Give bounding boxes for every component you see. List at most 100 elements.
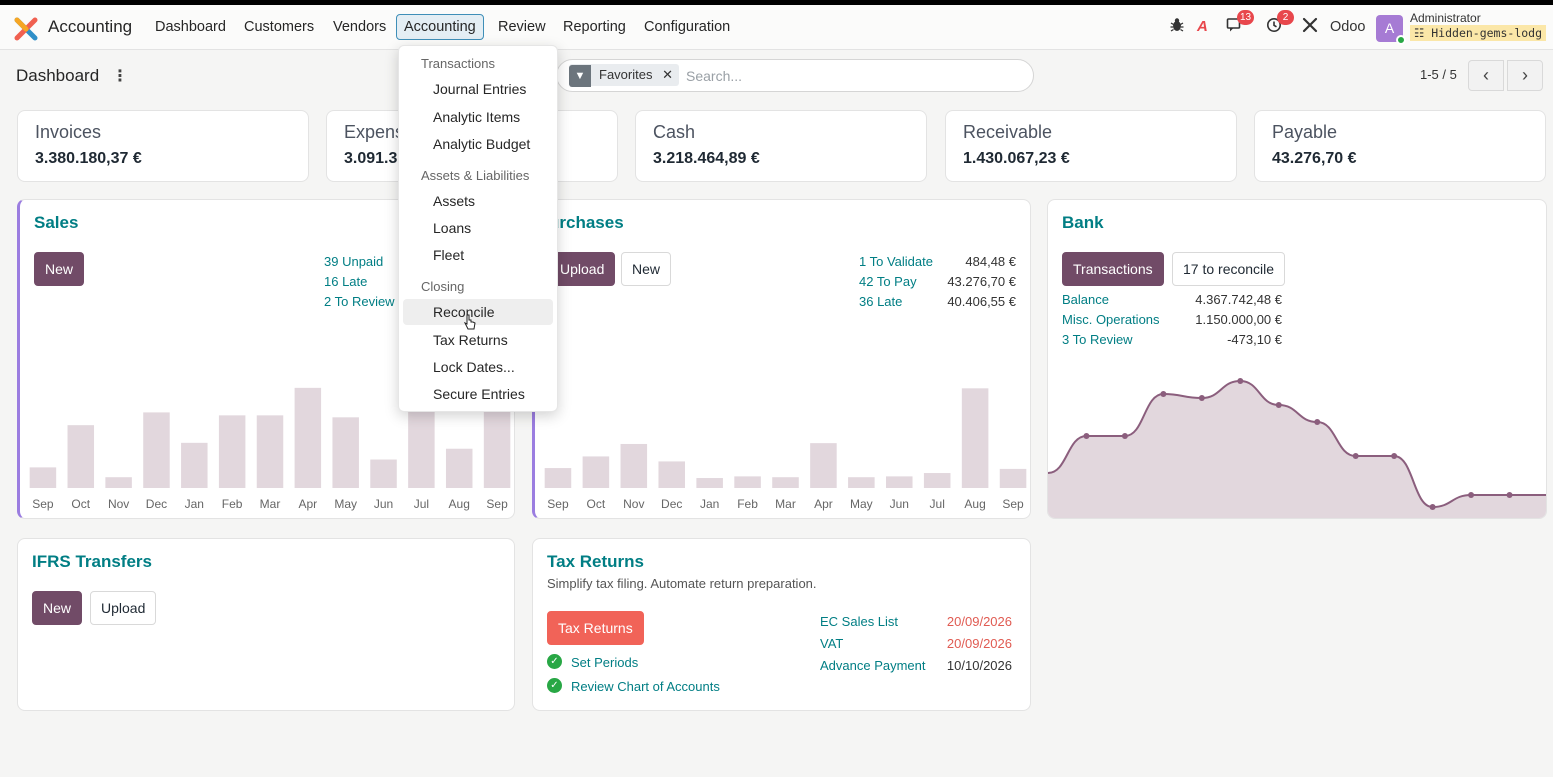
- chart-bar: [923, 473, 951, 488]
- stat-to-review-link[interactable]: 2 To Review: [324, 294, 395, 309]
- x-tick-label: Jan: [185, 497, 204, 511]
- kpi-value: 43.276,70 €: [1272, 150, 1357, 167]
- pager-value[interactable]: 1-5 / 5: [1420, 67, 1457, 82]
- stat-unpaid-link[interactable]: 39 Unpaid: [324, 254, 384, 269]
- nav-configuration[interactable]: Configuration: [644, 19, 731, 35]
- stat-late-link[interactable]: 36 Late: [859, 294, 903, 309]
- nav-dashboard[interactable]: Dashboard: [155, 19, 226, 35]
- card-title[interactable]: Tax Returns: [547, 552, 644, 571]
- nav-accounting[interactable]: Accounting: [396, 14, 484, 40]
- menu-item-analytic-budget[interactable]: Analytic Budget: [433, 136, 531, 152]
- stat-misc-operations-value: 1.150.000,00 €: [1195, 312, 1282, 327]
- stat-to-validate-link[interactable]: 1 To Validate: [859, 254, 933, 269]
- card-title[interactable]: urchases: [549, 213, 624, 232]
- menu-item-lock-dates[interactable]: Lock Dates...: [433, 359, 515, 375]
- x-tick-label: Dec: [146, 497, 167, 511]
- tax-returns-button[interactable]: Tax Returns: [547, 611, 644, 645]
- x-tick-label: Sep: [1002, 497, 1024, 511]
- card-title[interactable]: Bank: [1062, 213, 1104, 232]
- pager-next-button[interactable]: ›: [1507, 60, 1543, 91]
- activities-clock-icon[interactable]: 2: [1266, 10, 1294, 37]
- tools-icon[interactable]: [1302, 17, 1318, 37]
- purchases-new-button[interactable]: New: [621, 252, 672, 286]
- menu-item-secure-entries[interactable]: Secure Entries: [433, 386, 525, 402]
- purchases-upload-button[interactable]: Upload: [549, 252, 616, 286]
- user-name[interactable]: Administrator: [1410, 11, 1481, 25]
- kebab-menu-icon[interactable]: ⋮: [112, 68, 128, 85]
- chart-point: [1352, 453, 1359, 459]
- stat-to-review-link[interactable]: 3 To Review: [1062, 332, 1133, 347]
- nav-review[interactable]: Review: [498, 19, 546, 35]
- menu-item-analytic-items[interactable]: Analytic Items: [433, 109, 521, 125]
- accounting-dropdown-menu: Transactions Journal Entries Analytic It…: [398, 45, 558, 412]
- ifrs-upload-button[interactable]: Upload: [90, 591, 157, 625]
- stat-balance-link[interactable]: Balance: [1062, 292, 1109, 307]
- x-tick-label: Jun: [890, 497, 909, 511]
- stat-late-link[interactable]: 16 Late: [324, 274, 368, 289]
- stat-misc-operations-link[interactable]: Misc. Operations: [1062, 312, 1160, 327]
- deadline-vat-link[interactable]: VAT: [820, 636, 844, 651]
- chart-bar: [294, 387, 322, 488]
- ifrs-new-button[interactable]: New: [32, 591, 83, 625]
- x-tick-label: Jan: [700, 497, 719, 511]
- favorites-facet[interactable]: ▼ Favorites ✕: [569, 64, 679, 87]
- chart-point: [1468, 492, 1475, 498]
- x-tick-label: Oct: [71, 497, 90, 511]
- company-switcher[interactable]: Odoo: [1330, 19, 1366, 35]
- chart-bar: [999, 468, 1027, 488]
- bank-reconcile-button[interactable]: 17 to reconcile: [1172, 252, 1286, 286]
- online-status-dot: [1396, 35, 1406, 45]
- pager-previous-button[interactable]: ‹: [1468, 60, 1504, 91]
- set-periods-link[interactable]: Set Periods: [571, 655, 639, 670]
- stat-late-value: 40.406,55 €: [947, 294, 1016, 309]
- purchases-bar-chart[interactable]: Sep Oct Nov Dec Jan Feb Mar Apr May Jun Jul Aug Sep: [535, 370, 1031, 519]
- stat-to-review-value: -473,10 €: [1227, 332, 1282, 347]
- menu-item-assets[interactable]: Assets: [433, 193, 476, 209]
- chart-point: [1506, 492, 1513, 498]
- kpi-label: Cash: [653, 122, 696, 142]
- bank-transactions-button[interactable]: Transactions: [1062, 252, 1164, 286]
- x-tick-label: May: [850, 497, 873, 511]
- menu-item-fleet[interactable]: Fleet: [433, 247, 465, 263]
- database-icon: ☷: [1414, 26, 1425, 40]
- kpi-card-payable[interactable]: Payable 43.276,70 €: [1254, 110, 1546, 182]
- app-title[interactable]: Accounting: [48, 17, 133, 36]
- deadline-advance-payment-link[interactable]: Advance Payment: [820, 658, 926, 673]
- kpi-card-receivable[interactable]: Receivable 1.430.067,23 €: [945, 110, 1237, 182]
- menu-item-loans[interactable]: Loans: [433, 220, 472, 236]
- deadline-ec-sales-list-date: 20/09/2026: [946, 614, 1012, 629]
- sales-bar-chart[interactable]: Sep Oct Nov Dec Jan Feb Mar Apr May Jun Jul Aug Sep: [20, 370, 515, 519]
- review-chart-of-accounts-link[interactable]: Review Chart of Accounts: [571, 679, 720, 694]
- bank-area-chart[interactable]: [1048, 360, 1547, 519]
- search-input[interactable]: Search...: [686, 68, 743, 84]
- messages-icon[interactable]: 13: [1226, 10, 1255, 37]
- menu-item-tax-returns[interactable]: Tax Returns: [433, 332, 508, 348]
- chart-bar: [544, 468, 572, 488]
- x-tick-label: Mar: [775, 497, 796, 511]
- nav-reporting[interactable]: Reporting: [563, 19, 626, 35]
- x-tick-label: Sep: [32, 497, 54, 511]
- database-badge: ☷ Hidden-gems-lodg: [1410, 25, 1547, 41]
- stat-to-pay-link[interactable]: 42 To Pay: [859, 274, 917, 289]
- sales-new-button[interactable]: New: [34, 252, 85, 286]
- nav-vendors[interactable]: Vendors: [333, 19, 387, 35]
- facet-remove-icon[interactable]: ✕: [662, 67, 673, 82]
- x-tick-label: Feb: [222, 497, 243, 511]
- nav-customers[interactable]: Customers: [244, 19, 315, 35]
- deadline-ec-sales-list-link[interactable]: EC Sales List: [820, 614, 899, 629]
- user-avatar[interactable]: A: [1376, 15, 1406, 45]
- accounting-app-icon[interactable]: [14, 17, 38, 44]
- menu-item-reconcile[interactable]: Reconcile: [433, 304, 495, 320]
- facet-label: Favorites: [599, 67, 653, 82]
- card-title[interactable]: IFRS Transfers: [32, 552, 152, 571]
- chart-bar: [961, 388, 989, 488]
- ai-assistant-icon[interactable]: A: [1197, 18, 1208, 35]
- deadline-vat-date: 20/09/2026: [946, 636, 1012, 651]
- x-tick-label: Sep: [486, 497, 508, 511]
- card-title[interactable]: Sales: [34, 213, 79, 232]
- bug-icon[interactable]: [1170, 17, 1184, 37]
- kpi-card-cash[interactable]: Cash 3.218.464,89 €: [635, 110, 927, 182]
- menu-item-journal-entries[interactable]: Journal Entries: [433, 81, 527, 97]
- x-tick-label: Feb: [737, 497, 758, 511]
- kpi-card-invoices[interactable]: Invoices 3.380.180,37 €: [17, 110, 309, 182]
